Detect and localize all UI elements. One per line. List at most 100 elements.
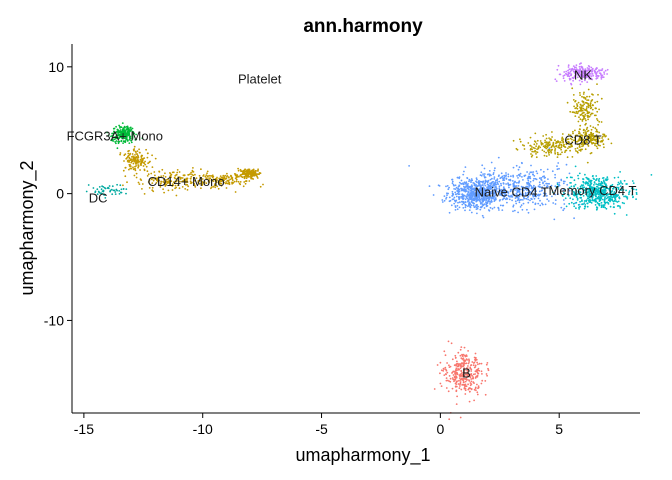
scatter-point <box>487 179 490 182</box>
scatter-point <box>502 197 505 200</box>
scatter-point <box>539 204 542 207</box>
scatter-point <box>156 177 159 180</box>
scatter-point <box>540 168 542 171</box>
scatter-point <box>579 110 582 112</box>
scatter-point <box>451 358 454 361</box>
scatter-point <box>548 147 551 150</box>
scatter-point <box>585 176 588 179</box>
scatter-point <box>616 186 618 189</box>
scatter-point <box>488 184 491 187</box>
scatter-point <box>517 177 519 179</box>
scatter-point <box>491 190 493 193</box>
scatter-point <box>240 173 243 176</box>
scatter-point <box>580 139 582 141</box>
scatter-point <box>460 346 463 348</box>
scatter-point <box>565 72 567 75</box>
scatter-point <box>604 135 607 138</box>
scatter-point <box>451 195 453 197</box>
scatter-point <box>578 116 580 119</box>
scatter-point <box>611 183 614 186</box>
scatter-point <box>161 168 164 171</box>
scatter-point <box>476 188 479 190</box>
scatter-point <box>205 177 208 180</box>
scatter-point <box>118 190 121 192</box>
scatter-point <box>570 201 573 204</box>
scatter-point <box>575 66 577 69</box>
scatter-point <box>234 177 237 180</box>
scatter-point <box>130 167 133 170</box>
scatter-point <box>602 133 604 136</box>
scatter-point <box>604 69 607 72</box>
scatter-point <box>575 191 578 193</box>
scatter-point <box>606 178 609 181</box>
scatter-point <box>455 186 458 189</box>
scatter-point <box>554 176 556 179</box>
scatter-point <box>554 78 557 81</box>
scatter-point <box>544 203 547 206</box>
scatter-point <box>467 183 469 185</box>
scatter-point <box>585 187 588 190</box>
scatter-point <box>522 179 524 181</box>
scatter-point <box>451 387 454 390</box>
scatter-point <box>512 193 515 196</box>
scatter-point <box>484 188 487 191</box>
scatter-point <box>516 175 518 177</box>
scatter-point <box>607 138 610 141</box>
scatter-point <box>605 178 607 180</box>
scatter-point <box>219 179 222 182</box>
scatter-point <box>538 181 541 184</box>
scatter-point <box>461 383 464 386</box>
scatter-point <box>576 143 579 146</box>
scatter-point <box>575 112 577 114</box>
scatter-point <box>567 69 569 72</box>
scatter-point <box>455 385 458 388</box>
scatter-point <box>563 203 566 205</box>
scatter-point <box>583 117 585 119</box>
scatter-point <box>172 181 175 184</box>
scatter-point <box>625 189 627 192</box>
scatter-point <box>545 155 548 158</box>
scatter-point <box>479 208 482 211</box>
scatter-point <box>512 210 514 213</box>
scatter-point <box>181 177 184 179</box>
scatter-point <box>568 202 571 205</box>
scatter-point <box>117 133 119 135</box>
scatter-point <box>592 134 595 137</box>
scatter-point <box>120 188 123 191</box>
scatter-point <box>622 193 624 196</box>
scatter-point <box>575 189 578 192</box>
scatter-point <box>594 192 597 195</box>
scatter-point <box>508 186 510 189</box>
scatter-point <box>451 198 454 201</box>
scatter-point <box>460 200 463 203</box>
scatter-point <box>538 177 541 180</box>
scatter-point <box>584 77 587 79</box>
scatter-point <box>617 188 620 191</box>
scatter-point <box>465 354 468 356</box>
scatter-point <box>599 184 601 187</box>
scatter-point <box>147 181 150 183</box>
scatter-point <box>470 364 472 367</box>
scatter-point <box>565 149 568 152</box>
scatter-point <box>470 184 473 187</box>
scatter-point <box>490 192 492 195</box>
scatter-point <box>529 136 532 139</box>
scatter-point <box>596 196 599 199</box>
scatter-point <box>615 193 617 196</box>
scatter-point <box>567 64 570 67</box>
scatter-point <box>231 181 233 184</box>
scatter-point <box>114 193 117 196</box>
scatter-point <box>490 161 493 164</box>
scatter-point <box>459 416 462 419</box>
scatter-point <box>507 173 510 176</box>
scatter-point <box>579 128 581 131</box>
scatter-point <box>601 198 604 201</box>
scatter-point <box>477 386 480 389</box>
scatter-point <box>249 176 252 178</box>
scatter-point <box>477 191 479 193</box>
cluster-b-points <box>433 340 490 421</box>
scatter-point <box>517 197 520 200</box>
scatter-point <box>598 137 601 140</box>
scatter-point <box>524 187 527 190</box>
